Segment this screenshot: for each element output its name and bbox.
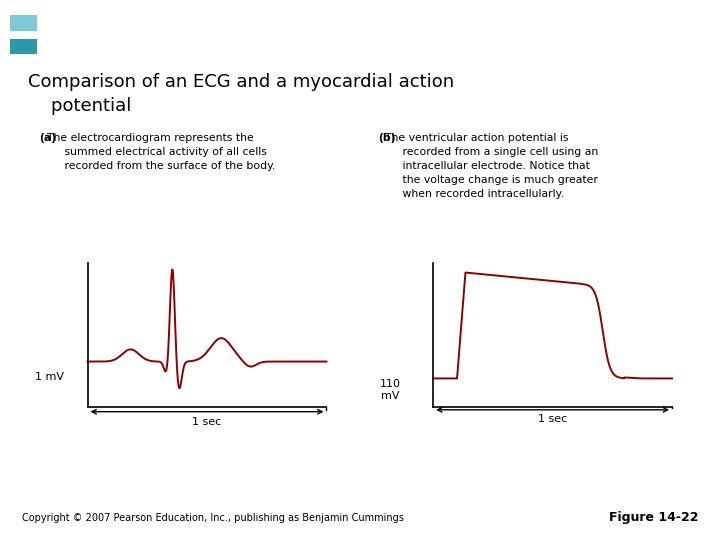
Text: (b): (b): [378, 133, 395, 143]
Text: 1 sec: 1 sec: [192, 417, 222, 427]
Text: 1 mV: 1 mV: [35, 372, 64, 382]
Text: 110
mV: 110 mV: [379, 379, 401, 401]
Text: The electrocardiogram represents the
       summed electrical activity of all ce: The electrocardiogram represents the sum…: [40, 133, 275, 171]
Bar: [10, 39, 37, 55]
Bar: [10, 15, 37, 31]
Text: Comparison of an ECG and a myocardial action
    potential: Comparison of an ECG and a myocardial ac…: [28, 73, 454, 115]
Text: Figure 14-22: Figure 14-22: [609, 511, 698, 524]
Text: (a): (a): [40, 133, 57, 143]
Text: 1 sec: 1 sec: [538, 414, 567, 423]
Text: Copyright © 2007 Pearson Education, Inc., publishing as Benjamin Cummings: Copyright © 2007 Pearson Education, Inc.…: [22, 512, 403, 523]
Text: The ventricular action potential is
       recorded from a single cell using an
: The ventricular action potential is reco…: [378, 133, 598, 199]
Text: Electrical Activity: Electrical Activity: [63, 23, 310, 46]
